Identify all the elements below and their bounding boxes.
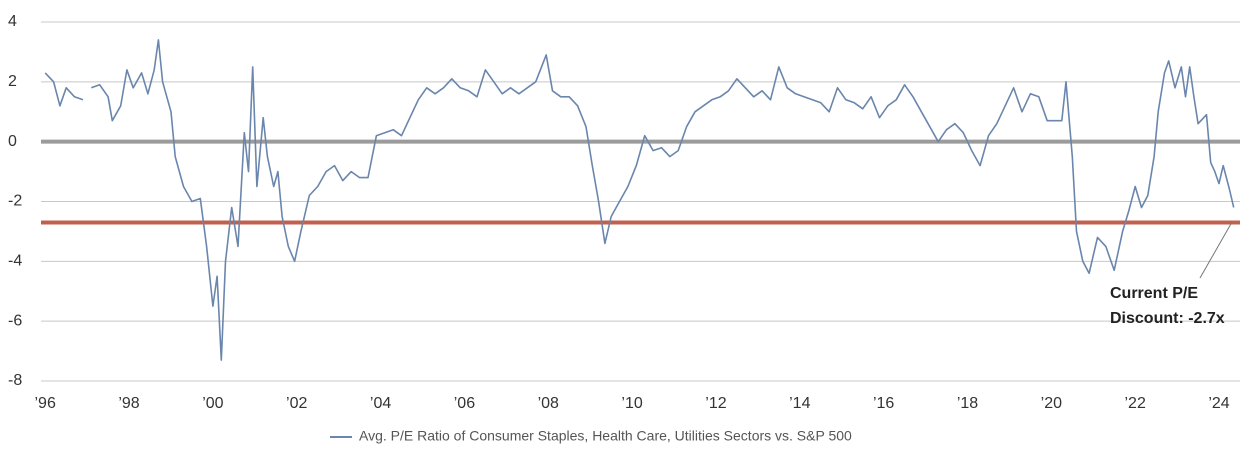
y-tick-label: 0 — [8, 133, 17, 150]
x-tick-label: ’12 — [705, 395, 726, 412]
grid — [41, 21, 1240, 382]
x-tick-label: ’04 — [370, 395, 391, 412]
x-tick-label: ’06 — [454, 395, 475, 412]
annotation: Discount: -2.7x — [1110, 310, 1225, 327]
x-tick-label: ’96 — [35, 395, 56, 412]
x-tick-label: ’24 — [1208, 395, 1229, 412]
y-tick-label: -2 — [8, 193, 22, 210]
x-tick-label: ’16 — [873, 395, 894, 412]
x-tick-label: ’08 — [538, 395, 559, 412]
y-tick-label: 4 — [8, 13, 17, 30]
annotation: Current P/E — [1110, 285, 1198, 302]
x-tick-label: ’14 — [789, 395, 810, 412]
y-tick-label: 2 — [8, 73, 17, 90]
x-tick-label: ’18 — [957, 395, 978, 412]
y-tick-label: -4 — [8, 253, 22, 270]
line-series — [44, 39, 1235, 361]
y-tick-label: -6 — [8, 312, 22, 329]
x-tick-label: ’00 — [202, 395, 223, 412]
x-tick-label: ’98 — [118, 395, 139, 412]
x-tick-label: ’22 — [1125, 395, 1146, 412]
annotation-leader — [1199, 221, 1233, 279]
x-tick-label: ’02 — [286, 395, 307, 412]
x-tick-label: ’20 — [1041, 395, 1062, 412]
legend-label: Avg. P/E Ratio of Consumer Staples, Heal… — [359, 428, 852, 444]
x-tick-label: ’10 — [621, 395, 642, 412]
y-tick-label: -8 — [8, 372, 22, 389]
